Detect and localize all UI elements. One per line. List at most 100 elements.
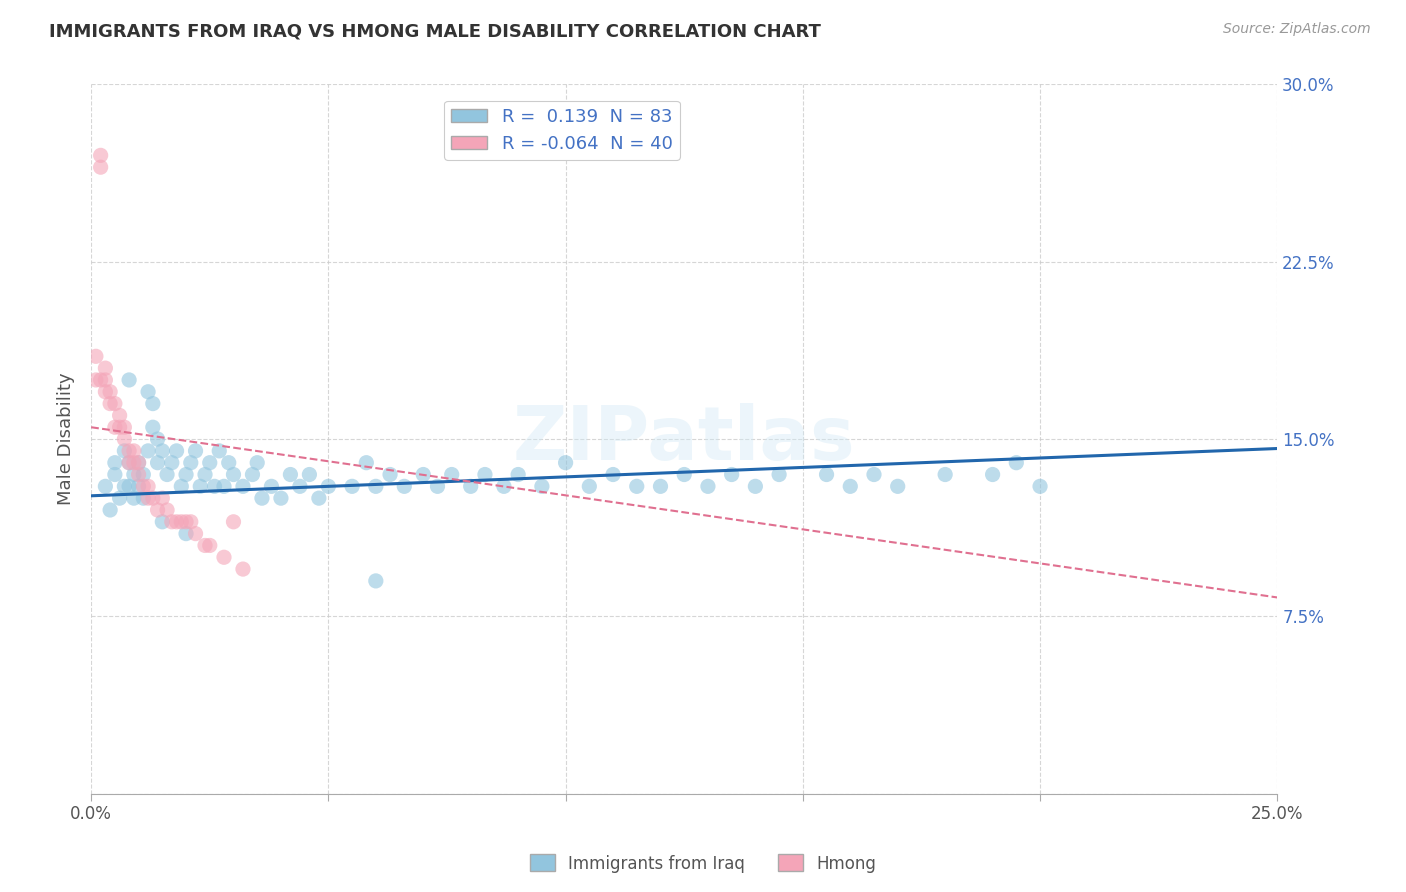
Point	[128, 479, 150, 493]
Point	[160, 456, 183, 470]
Point	[318, 479, 340, 493]
Text: IMMIGRANTS FROM IRAQ VS HMONG MALE DISABILITY CORRELATION CHART: IMMIGRANTS FROM IRAQ VS HMONG MALE DISAB…	[49, 22, 821, 40]
Point	[697, 479, 720, 493]
Point	[394, 479, 416, 493]
Point	[132, 491, 155, 505]
Point	[174, 467, 197, 482]
Point	[170, 479, 193, 493]
Point	[184, 443, 207, 458]
Point	[136, 491, 159, 505]
Point	[128, 456, 150, 470]
Point	[602, 467, 624, 482]
Point	[222, 467, 245, 482]
Point	[212, 550, 235, 565]
Point	[150, 515, 173, 529]
Point	[132, 467, 155, 482]
Point	[112, 432, 135, 446]
Point	[492, 479, 515, 493]
Point	[84, 373, 107, 387]
Point	[768, 467, 790, 482]
Legend: Immigrants from Iraq, Hmong: Immigrants from Iraq, Hmong	[523, 847, 883, 880]
Point	[554, 456, 576, 470]
Point	[744, 479, 766, 493]
Y-axis label: Male Disability: Male Disability	[58, 373, 75, 506]
Point	[142, 396, 165, 410]
Point	[242, 467, 264, 482]
Point	[170, 515, 193, 529]
Point	[981, 467, 1004, 482]
Point	[156, 467, 179, 482]
Point	[122, 456, 145, 470]
Point	[250, 491, 273, 505]
Point	[232, 562, 254, 576]
Point	[146, 456, 169, 470]
Point	[90, 160, 112, 174]
Point	[108, 491, 131, 505]
Point	[1005, 456, 1028, 470]
Point	[198, 538, 221, 552]
Point	[426, 479, 449, 493]
Point	[94, 479, 117, 493]
Point	[212, 479, 235, 493]
Point	[204, 479, 226, 493]
Point	[218, 456, 240, 470]
Point	[356, 456, 378, 470]
Point	[118, 443, 141, 458]
Text: Source: ZipAtlas.com: Source: ZipAtlas.com	[1223, 22, 1371, 37]
Point	[98, 503, 121, 517]
Point	[94, 384, 117, 399]
Point	[270, 491, 292, 505]
Point	[142, 491, 165, 505]
Point	[180, 515, 202, 529]
Point	[720, 467, 742, 482]
Point	[288, 479, 311, 493]
Point	[90, 373, 112, 387]
Point	[364, 479, 387, 493]
Point	[886, 479, 908, 493]
Point	[118, 456, 141, 470]
Point	[815, 467, 838, 482]
Point	[673, 467, 696, 482]
Point	[136, 384, 159, 399]
Point	[174, 515, 197, 529]
Point	[84, 349, 107, 363]
Point	[122, 467, 145, 482]
Point	[118, 479, 141, 493]
Point	[578, 479, 600, 493]
Point	[260, 479, 283, 493]
Point	[118, 456, 141, 470]
Point	[208, 443, 231, 458]
Point	[626, 479, 648, 493]
Point	[198, 456, 221, 470]
Point	[232, 479, 254, 493]
Point	[474, 467, 496, 482]
Point	[132, 479, 155, 493]
Point	[150, 443, 173, 458]
Point	[104, 456, 127, 470]
Point	[166, 515, 188, 529]
Point	[94, 361, 117, 376]
Point	[142, 420, 165, 434]
Point	[308, 491, 330, 505]
Text: ZIPatlas: ZIPatlas	[513, 402, 855, 475]
Point	[222, 515, 245, 529]
Point	[934, 467, 956, 482]
Point	[180, 456, 202, 470]
Point	[98, 384, 121, 399]
Point	[128, 456, 150, 470]
Point	[112, 420, 135, 434]
Point	[160, 515, 183, 529]
Point	[90, 148, 112, 162]
Point	[440, 467, 463, 482]
Point	[839, 479, 862, 493]
Point	[340, 479, 363, 493]
Point	[378, 467, 401, 482]
Point	[108, 409, 131, 423]
Point	[184, 526, 207, 541]
Point	[118, 373, 141, 387]
Point	[863, 467, 886, 482]
Point	[146, 503, 169, 517]
Point	[194, 538, 217, 552]
Point	[104, 467, 127, 482]
Point	[298, 467, 321, 482]
